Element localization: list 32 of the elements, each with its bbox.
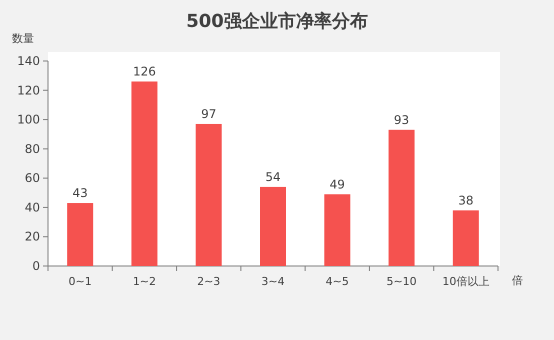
- y-tick-label: 80: [24, 142, 40, 156]
- y-tick-label: 140: [17, 54, 40, 68]
- data-label: 43: [72, 186, 88, 200]
- data-label: 54: [265, 170, 281, 184]
- y-tick-label: 100: [17, 112, 40, 127]
- x-tick-label: 5~10: [386, 275, 417, 288]
- x-tick-label: 1~2: [132, 275, 156, 288]
- bar: [388, 130, 415, 266]
- bar: [452, 210, 479, 266]
- y-tick-label: 0: [32, 259, 40, 273]
- x-tick-label: 10倍以上: [442, 275, 490, 288]
- y-tick-label: 60: [24, 171, 40, 186]
- data-label: 49: [330, 177, 345, 192]
- bar: [196, 124, 222, 266]
- x-axis-title: 倍: [512, 274, 523, 287]
- bar: [260, 186, 286, 266]
- data-label: 126: [132, 64, 156, 78]
- bar: [67, 203, 94, 266]
- chart-title: 500强企业市净率分布: [186, 11, 368, 32]
- y-tick-label: 120: [17, 83, 40, 98]
- data-label: 93: [394, 112, 410, 127]
- x-tick-label: 2~3: [197, 275, 220, 288]
- x-tick-label: 4~5: [326, 275, 349, 288]
- data-label: 38: [458, 193, 474, 208]
- x-tick-label: 0~1: [68, 275, 92, 288]
- y-axis-title: 数量: [12, 32, 34, 45]
- y-tick-label: 40: [24, 200, 40, 214]
- bar: [324, 194, 350, 266]
- y-tick-label: 20: [24, 230, 40, 244]
- data-label: 97: [201, 106, 216, 121]
- bar: [131, 82, 158, 266]
- x-tick-label: 3~4: [261, 275, 285, 288]
